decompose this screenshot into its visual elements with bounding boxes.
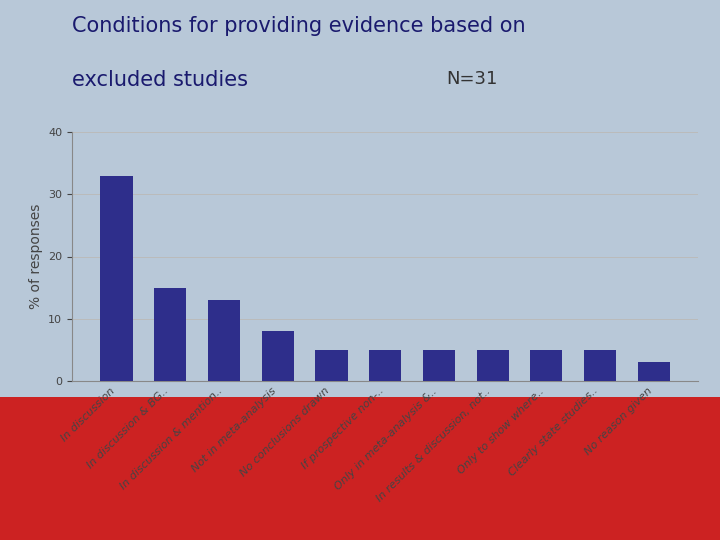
Bar <box>208 300 240 381</box>
Y-axis label: % of responses: % of responses <box>29 204 42 309</box>
Bar <box>530 350 562 381</box>
Bar <box>154 287 186 381</box>
Bar <box>584 350 616 381</box>
Bar <box>369 350 401 381</box>
Bar <box>423 350 455 381</box>
Bar <box>315 350 348 381</box>
Text: Conditions for providing evidence based on: Conditions for providing evidence based … <box>72 16 526 36</box>
Text: excluded studies: excluded studies <box>72 70 248 90</box>
Bar <box>638 362 670 381</box>
Bar <box>261 331 294 381</box>
Bar <box>477 350 509 381</box>
Text: N=31: N=31 <box>446 70 498 88</box>
Bar <box>101 176 132 381</box>
